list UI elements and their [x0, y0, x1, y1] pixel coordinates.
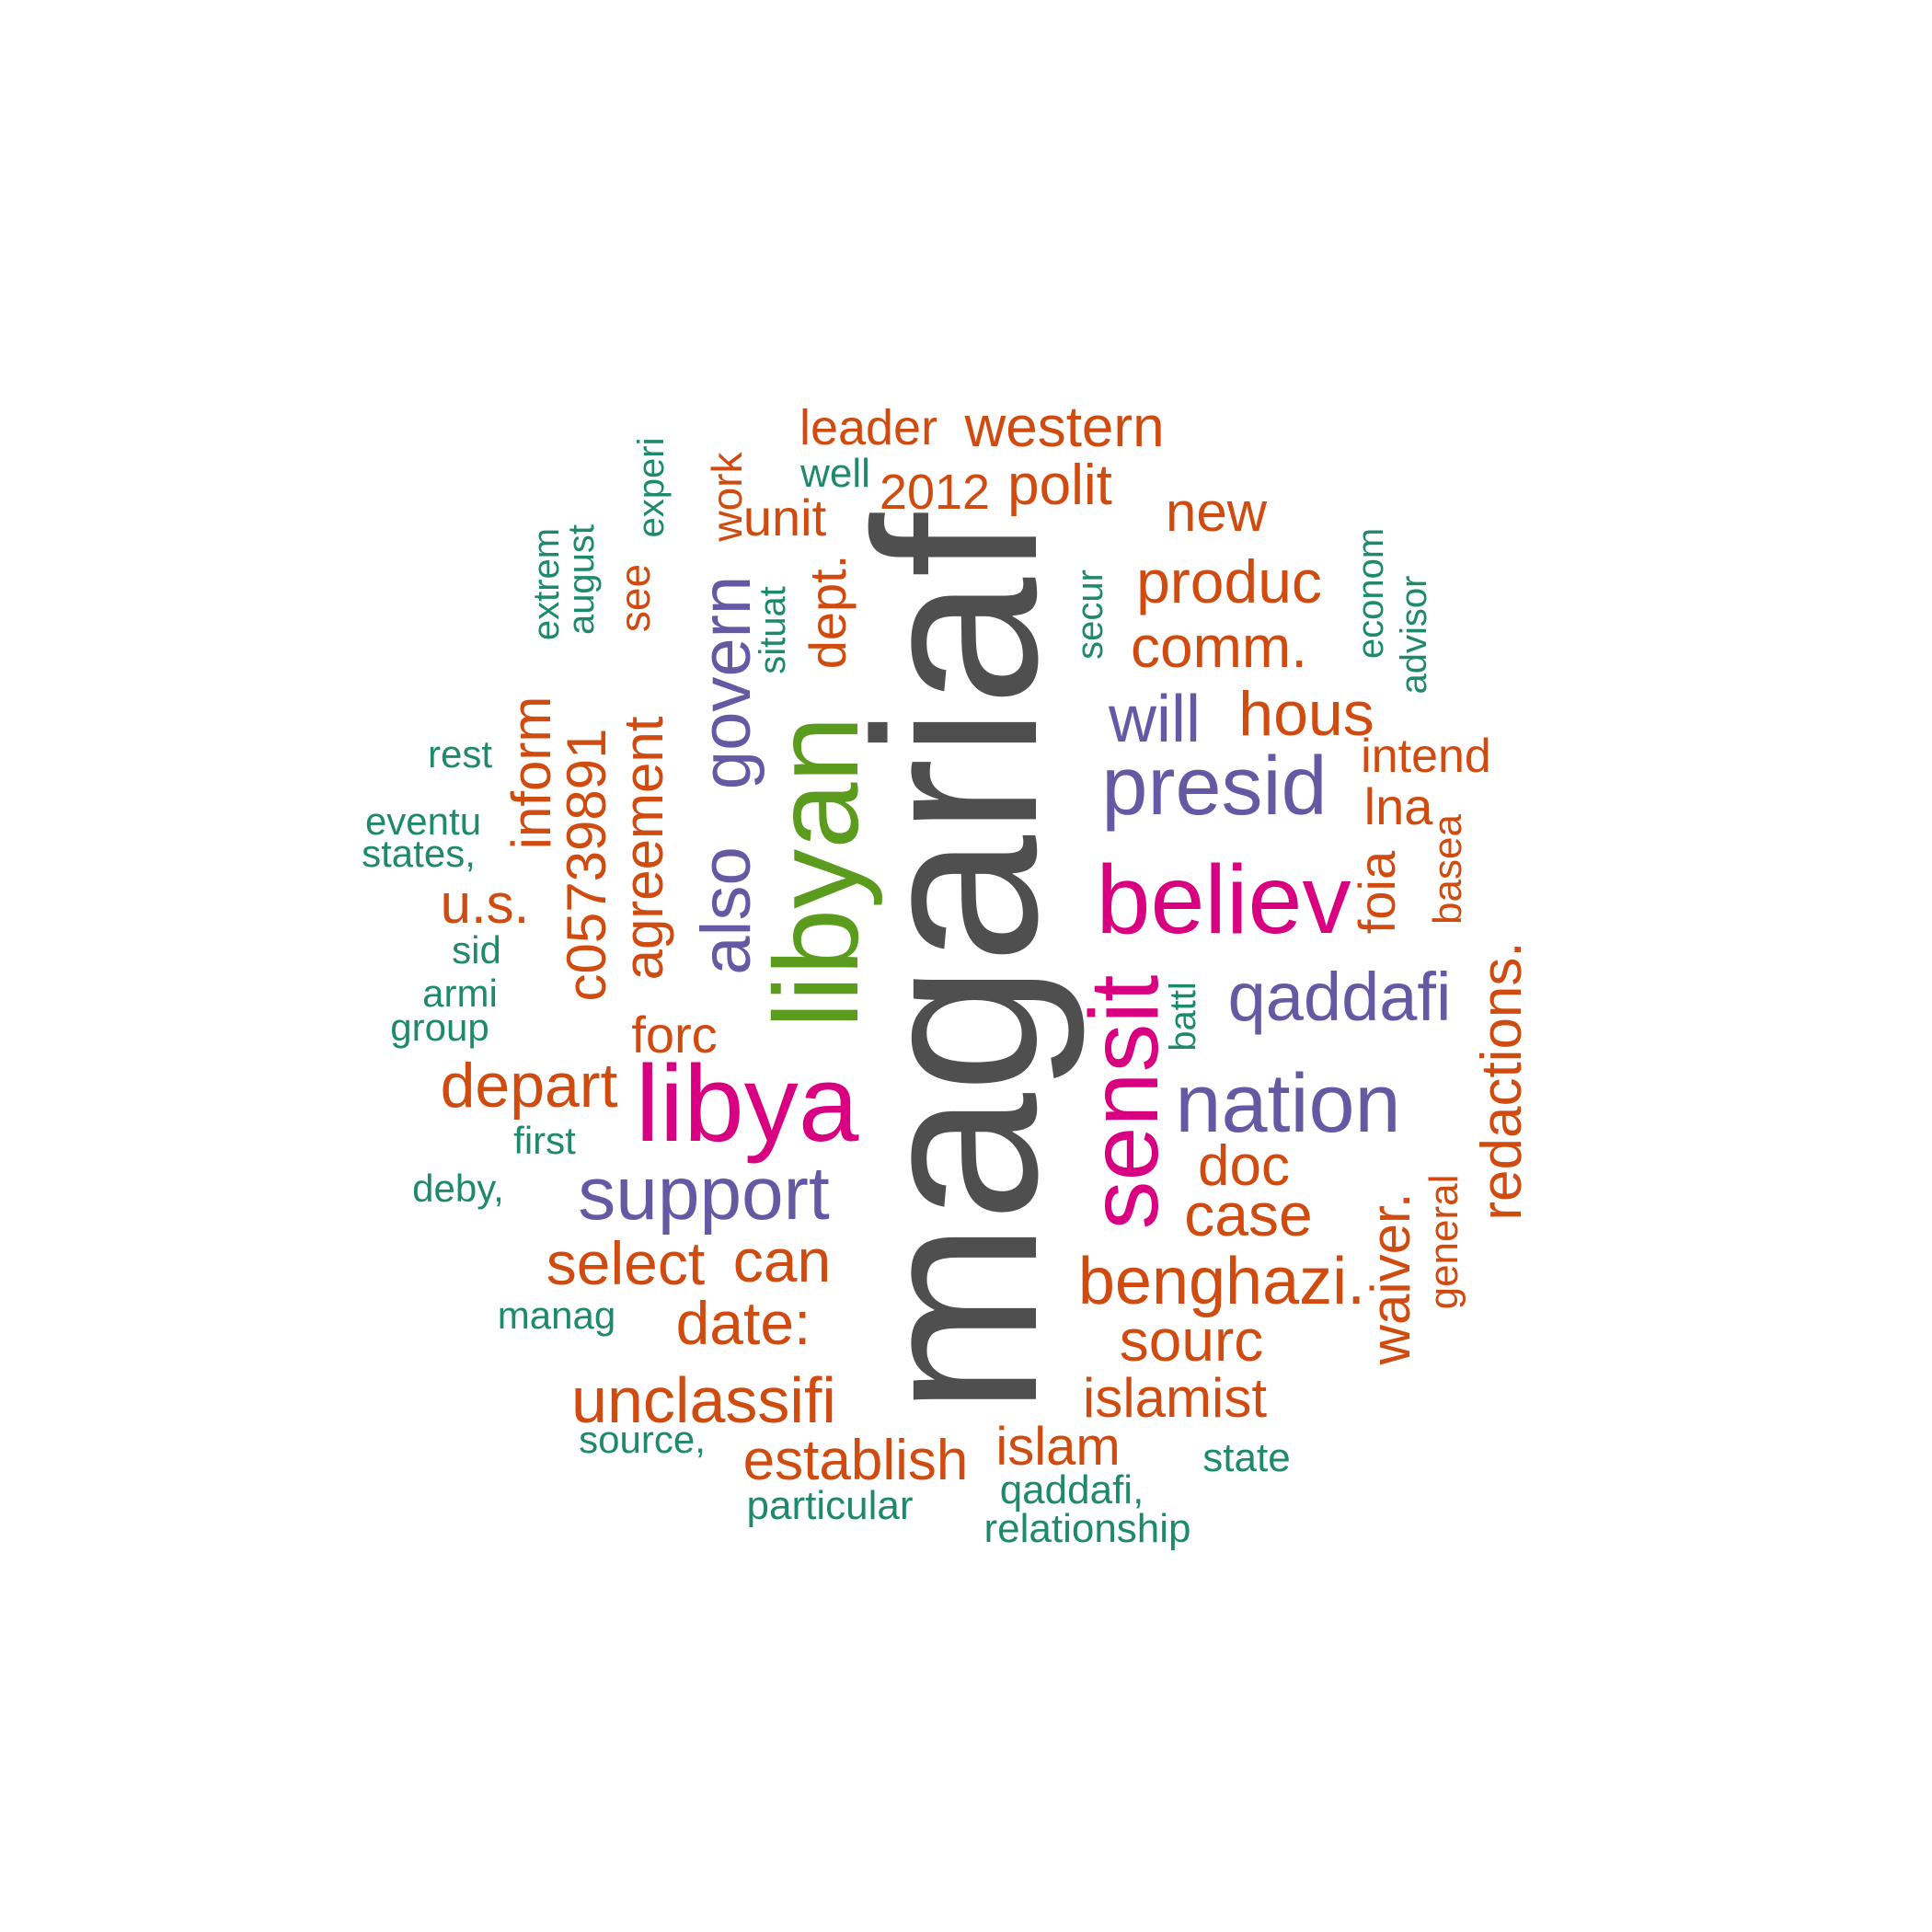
word-new: new	[1165, 481, 1268, 543]
word-believ: believ	[1096, 845, 1351, 954]
word-presid: presid	[1101, 741, 1328, 833]
word-source: source,	[579, 1418, 706, 1461]
word-extrem: extrem	[526, 527, 567, 641]
word-lna: lna	[1363, 777, 1433, 835]
word-agreement: agreement	[613, 716, 674, 981]
word-inform: inform	[500, 696, 562, 850]
word-august: august	[561, 523, 602, 636]
word-manag: manag	[497, 1294, 616, 1337]
word-2012: 2012	[879, 465, 991, 520]
word-unit: unit	[742, 489, 827, 546]
word-intend: intend	[1361, 730, 1491, 783]
word-unclassifi: unclassifi	[571, 1364, 836, 1436]
word-armi: armi	[422, 972, 498, 1015]
word-econom: econom	[1351, 527, 1391, 660]
word-eventu: eventu	[364, 799, 482, 843]
word-hous: hous	[1238, 679, 1374, 749]
word-establish: establish	[742, 1429, 969, 1492]
word-see: see	[611, 563, 659, 633]
word-leader: leader	[799, 400, 938, 455]
word-dept: dept.	[799, 554, 857, 670]
word-islam: islam	[995, 1417, 1121, 1477]
word-case: case	[1184, 1180, 1313, 1248]
word-sourc: sourc	[1119, 1307, 1264, 1374]
word-nation: nation	[1175, 1058, 1401, 1150]
word-depart: depart	[440, 1051, 618, 1121]
word-sensit: sensit	[1070, 974, 1179, 1230]
word-experi: experi	[631, 437, 672, 538]
word-states: states,	[362, 832, 476, 875]
word-state: state	[1202, 1435, 1291, 1480]
word-select: select	[546, 1229, 706, 1297]
word-qaddafi: qaddafi	[1227, 959, 1452, 1035]
word-group: group	[390, 1006, 489, 1049]
word-advisor: advisor	[1394, 575, 1434, 695]
word-support: support	[578, 1152, 830, 1236]
word-situat: situat	[753, 586, 793, 674]
word-libyan: libyan	[749, 716, 883, 1029]
word-produc: produc	[1136, 547, 1322, 615]
word-forc: forc	[631, 1006, 718, 1064]
word-foia: foia	[1348, 850, 1406, 935]
word-basea: basea	[1425, 814, 1470, 925]
word-polit: polit	[1007, 454, 1112, 517]
word-will: will	[1109, 683, 1201, 756]
word-work: work	[703, 452, 751, 542]
word-secur: secur	[1070, 569, 1110, 660]
word-qaddafi-comma: qaddafi,	[999, 1467, 1144, 1512]
word-doc: doc	[1198, 1134, 1290, 1198]
word-date: date:	[675, 1289, 811, 1357]
word-comm: comm.	[1131, 614, 1307, 680]
word-western: western	[964, 396, 1165, 459]
word-first: first	[513, 1119, 576, 1162]
word-sid: sid	[452, 928, 501, 972]
word-islamist: islamist	[1082, 1367, 1268, 1429]
word-govern: govern	[687, 575, 765, 790]
word-also: also	[687, 846, 765, 975]
word-well: well	[800, 451, 870, 496]
word-can: can	[732, 1226, 832, 1294]
word-particular: particular	[746, 1483, 914, 1528]
word-libya: libya	[635, 1043, 859, 1165]
word-deby: deby,	[412, 1167, 504, 1210]
word-waiver: waiver.	[1360, 1192, 1421, 1365]
word-c05739891: c05739891	[556, 728, 617, 1002]
word-relationship: relationship	[983, 1506, 1191, 1551]
word-benghazi: benghazi.	[1077, 1245, 1366, 1318]
word-rest: rest	[427, 732, 493, 776]
word-us: u.s.	[440, 873, 530, 935]
word-general: general	[1421, 1174, 1466, 1310]
word-battl: battl	[1163, 982, 1203, 1052]
word-redactions: redactions.	[1470, 941, 1534, 1221]
